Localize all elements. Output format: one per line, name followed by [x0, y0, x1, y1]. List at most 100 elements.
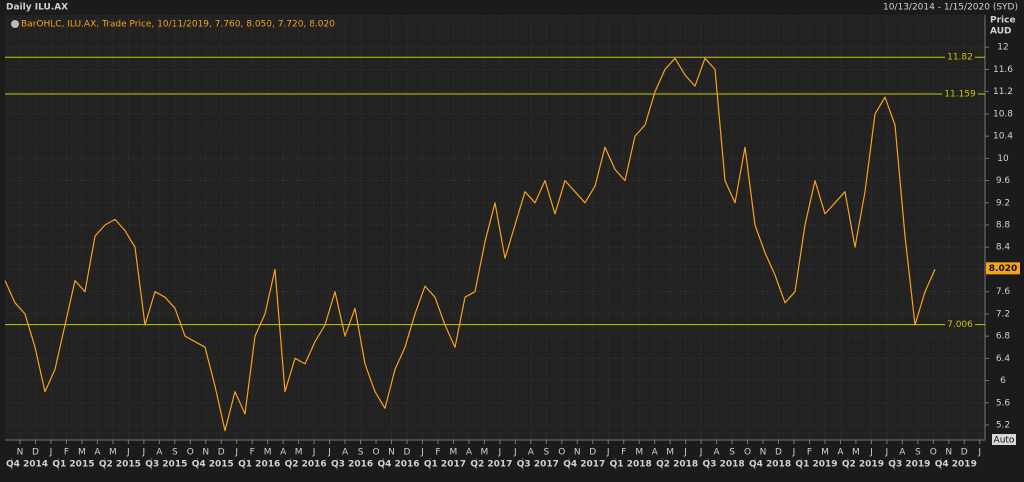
- x-quarter-label: Q3 2015: [145, 460, 187, 470]
- date-range: 10/13/2014 - 1/15/2020 (SYD): [883, 3, 1018, 13]
- x-month-label: N: [388, 448, 395, 458]
- x-month-label: J: [977, 448, 981, 458]
- x-month-label: M: [264, 448, 272, 458]
- x-month-label: J: [126, 448, 130, 458]
- y-tick-label: 5.2: [996, 421, 1010, 431]
- y-tick-label: 7.2: [996, 309, 1010, 319]
- reference-label-bg: [945, 52, 975, 63]
- x-month-label: O: [744, 448, 751, 458]
- x-month-label: N: [945, 448, 952, 458]
- y-tick-label: 6.4: [996, 354, 1011, 364]
- y-tick-label: 7.6: [996, 287, 1011, 297]
- x-quarter-label: Q4 2015: [192, 460, 234, 470]
- y-tick-label: 10.4: [993, 132, 1013, 142]
- x-month-label: S: [172, 448, 178, 458]
- x-month-label: M: [821, 448, 829, 458]
- x-month-label: F: [807, 448, 812, 458]
- y-tick-label: 9.2: [996, 198, 1010, 208]
- x-month-label: S: [915, 448, 921, 458]
- x-quarter-label: Q3 2016: [331, 460, 373, 470]
- x-quarter-label: Q1 2016: [238, 460, 280, 470]
- x-quarter-label: Q1 2015: [52, 460, 94, 470]
- x-quarter-label: Q4 2017: [563, 460, 605, 470]
- plot-area: [5, 15, 985, 440]
- x-quarter-label: Q2 2017: [470, 460, 512, 470]
- x-month-label: D: [589, 448, 596, 458]
- x-month-label: A: [899, 448, 906, 458]
- y-axis-title: Price: [990, 16, 1016, 26]
- x-month-label: A: [94, 448, 101, 458]
- x-month-label: N: [574, 448, 581, 458]
- x-month-label: A: [528, 448, 535, 458]
- x-month-label: J: [234, 448, 238, 458]
- x-month-label: J: [498, 448, 502, 458]
- x-quarter-label: Q2 2016: [285, 460, 327, 470]
- x-month-label: M: [295, 448, 303, 458]
- x-month-label: F: [64, 448, 69, 458]
- x-month-label: O: [187, 448, 194, 458]
- x-month-label: A: [837, 448, 844, 458]
- x-month-label: J: [49, 448, 53, 458]
- reference-label-bg: [945, 320, 976, 331]
- x-month-label: M: [635, 448, 643, 458]
- reference-label: 11.159: [944, 89, 976, 99]
- x-month-label: D: [961, 448, 968, 458]
- x-quarter-label: Q1 2019: [795, 460, 837, 470]
- x-month-label: A: [342, 448, 349, 458]
- y-tick-label: 10.8: [993, 109, 1013, 119]
- x-month-label: D: [32, 448, 39, 458]
- x-quarter-label: Q2 2015: [99, 460, 141, 470]
- x-month-label: N: [17, 448, 24, 458]
- y-tick-label: 5.6: [996, 398, 1011, 408]
- x-quarter-label: Q1 2018: [610, 460, 652, 470]
- x-month-label: M: [666, 448, 674, 458]
- y-tick-label: 9.6: [996, 176, 1011, 186]
- y-tick-label: 11.2: [993, 87, 1013, 97]
- x-month-label: M: [78, 448, 86, 458]
- x-month-label: S: [729, 448, 735, 458]
- auto-button[interactable]: [992, 434, 1016, 445]
- x-month-label: M: [109, 448, 117, 458]
- legend-text: BarOHLC, ILU.AX, Trade Price, 10/11/2019…: [21, 20, 335, 30]
- x-month-label: O: [930, 448, 937, 458]
- x-month-label: A: [466, 448, 473, 458]
- x-month-label: D: [775, 448, 782, 458]
- price-line: [4, 57, 936, 432]
- x-month-label: J: [792, 448, 796, 458]
- x-quarter-label: Q2 2018: [656, 460, 698, 470]
- y-tick-label: 10: [997, 154, 1009, 164]
- x-month-label: J: [606, 448, 610, 458]
- x-month-label: M: [481, 448, 489, 458]
- x-month-label: J: [869, 448, 873, 458]
- y-axis-unit: AUD: [990, 27, 1011, 37]
- x-quarter-label: Q1 2017: [424, 460, 466, 470]
- y-tick-label: 12: [997, 43, 1008, 53]
- x-quarter-label: Q4 2018: [749, 460, 791, 470]
- x-month-label: J: [420, 448, 424, 458]
- x-month-label: J: [142, 448, 146, 458]
- reference-label: 7.006: [947, 320, 973, 330]
- x-quarter-label: Q4 2019: [935, 460, 977, 470]
- x-month-label: A: [280, 448, 287, 458]
- x-month-label: A: [156, 448, 163, 458]
- x-month-label: O: [558, 448, 565, 458]
- x-month-label: J: [885, 448, 889, 458]
- y-tick-label: 8.4: [996, 243, 1011, 253]
- reference-label-bg: [942, 89, 979, 100]
- reference-label: 11.82: [947, 53, 973, 63]
- x-month-label: O: [372, 448, 379, 458]
- x-month-label: S: [543, 448, 549, 458]
- x-month-label: D: [218, 448, 225, 458]
- x-quarter-label: Q3 2017: [517, 460, 559, 470]
- x-quarter-label: Q4 2016: [377, 460, 419, 470]
- y-tick-label: 6: [1000, 376, 1006, 386]
- x-quarter-label: Q2 2019: [842, 460, 884, 470]
- x-month-label: A: [714, 448, 721, 458]
- x-month-label: A: [652, 448, 659, 458]
- auto-button-label[interactable]: Auto: [994, 436, 1015, 446]
- x-month-label: F: [435, 448, 440, 458]
- x-month-label: S: [358, 448, 364, 458]
- x-month-label: N: [760, 448, 767, 458]
- x-month-label: D: [404, 448, 411, 458]
